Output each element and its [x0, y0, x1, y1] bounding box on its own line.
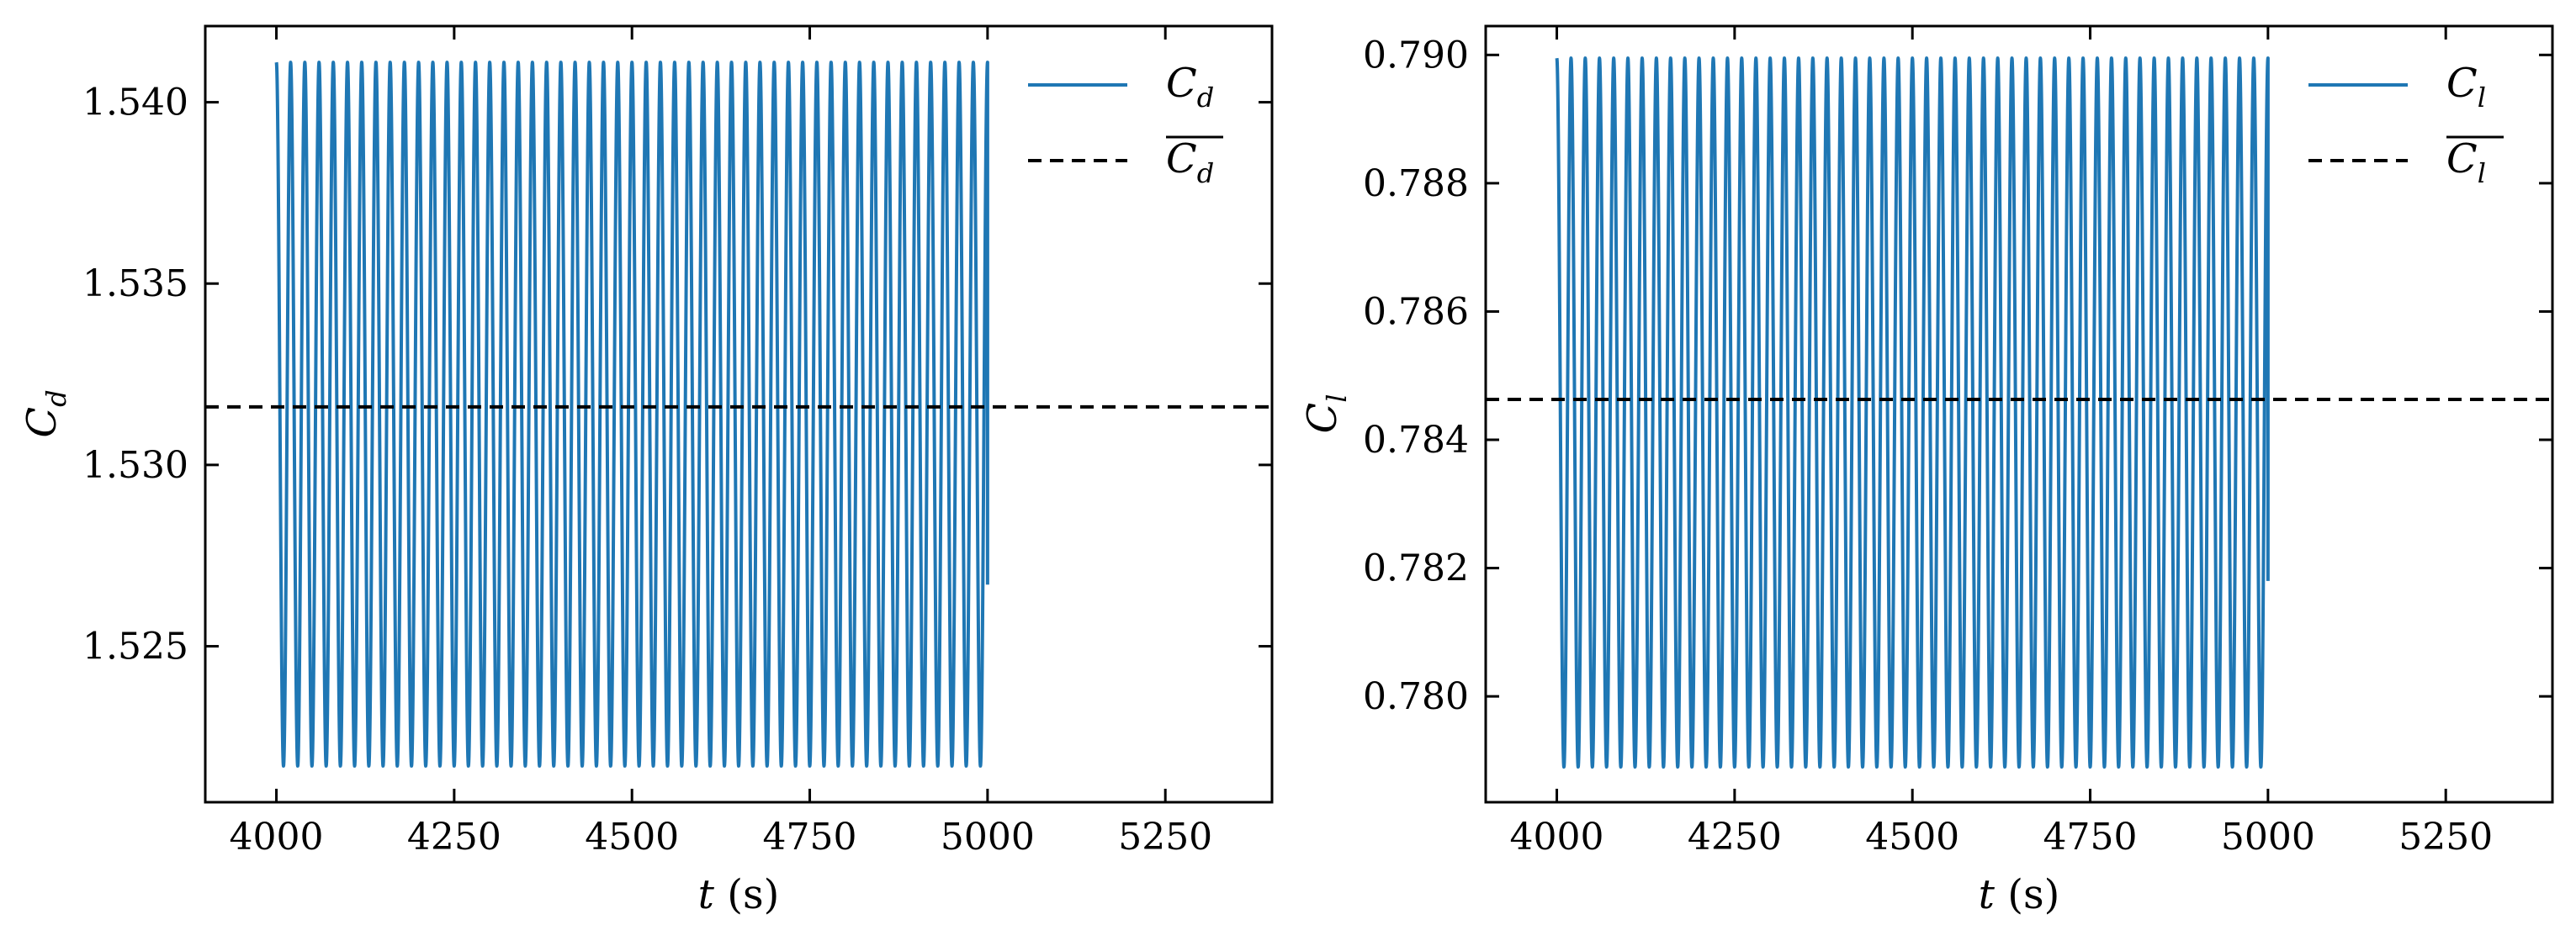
x-axis-label: t (s)	[698, 871, 780, 918]
legend: Cd Cd	[1028, 60, 1223, 189]
y-tick-label: 0.788	[1363, 162, 1469, 205]
x-tick-label: 4750	[2043, 816, 2138, 859]
y-tick-label: 0.782	[1363, 547, 1469, 590]
series-line	[1555, 56, 2270, 769]
y-tick-label: 0.790	[1363, 34, 1469, 77]
x-tick-label: 4000	[230, 816, 324, 859]
axis-ticks: 4000 4250 4500 4750 5000 5250 1.525 1.530 1.535 1…	[82, 26, 1272, 859]
legend-label: Cd	[1166, 135, 1214, 189]
plot-area	[205, 61, 1272, 768]
plot-area	[1486, 56, 2552, 769]
x-tick-label: 4250	[407, 816, 501, 859]
x-tick-label: 4250	[1688, 816, 1782, 859]
y-tick-label: 0.786	[1363, 290, 1469, 333]
y-tick-label: 1.540	[82, 82, 188, 124]
y-tick-label: 1.535	[82, 262, 188, 305]
lift-coefficient-panel: 4000 4250 4500 4750 5000 5250 0.780 0.782 0.784 0…	[1299, 24, 2554, 918]
x-tick-label: 5000	[2221, 816, 2315, 859]
series-line	[274, 61, 989, 768]
plot-frame	[204, 24, 1274, 804]
y-tick-label: 0.784	[1363, 419, 1469, 462]
x-tick-label: 5250	[2398, 816, 2493, 859]
axis-ticks: 4000 4250 4500 4750 5000 5250 0.780 0.782 0.784 0…	[1363, 26, 2552, 859]
legend: Cl Cl	[2308, 60, 2504, 189]
plot-frame	[1484, 24, 2554, 804]
x-tick-label: 4750	[763, 816, 857, 859]
x-tick-label: 4500	[585, 816, 679, 859]
legend-label: Cl	[2446, 60, 2486, 114]
drag-coefficient-panel: 4000 4250 4500 4750 5000 5250 1.525 1.530 1.535 1…	[19, 24, 1274, 918]
x-axis-label: t (s)	[1979, 871, 2060, 918]
y-axis-label: Cd	[19, 389, 72, 437]
x-tick-label: 4000	[1510, 816, 1604, 859]
y-tick-label: 0.780	[1363, 675, 1469, 718]
x-tick-label: 4500	[1865, 816, 1959, 859]
legend-label: Cd	[1166, 60, 1214, 114]
y-tick-label: 1.525	[82, 626, 188, 669]
y-axis-label: Cl	[1299, 394, 1353, 434]
x-tick-label: 5250	[1118, 816, 1212, 859]
y-tick-label: 1.530	[82, 444, 188, 487]
x-tick-label: 5000	[941, 816, 1035, 859]
legend-label: Cl	[2446, 135, 2486, 189]
